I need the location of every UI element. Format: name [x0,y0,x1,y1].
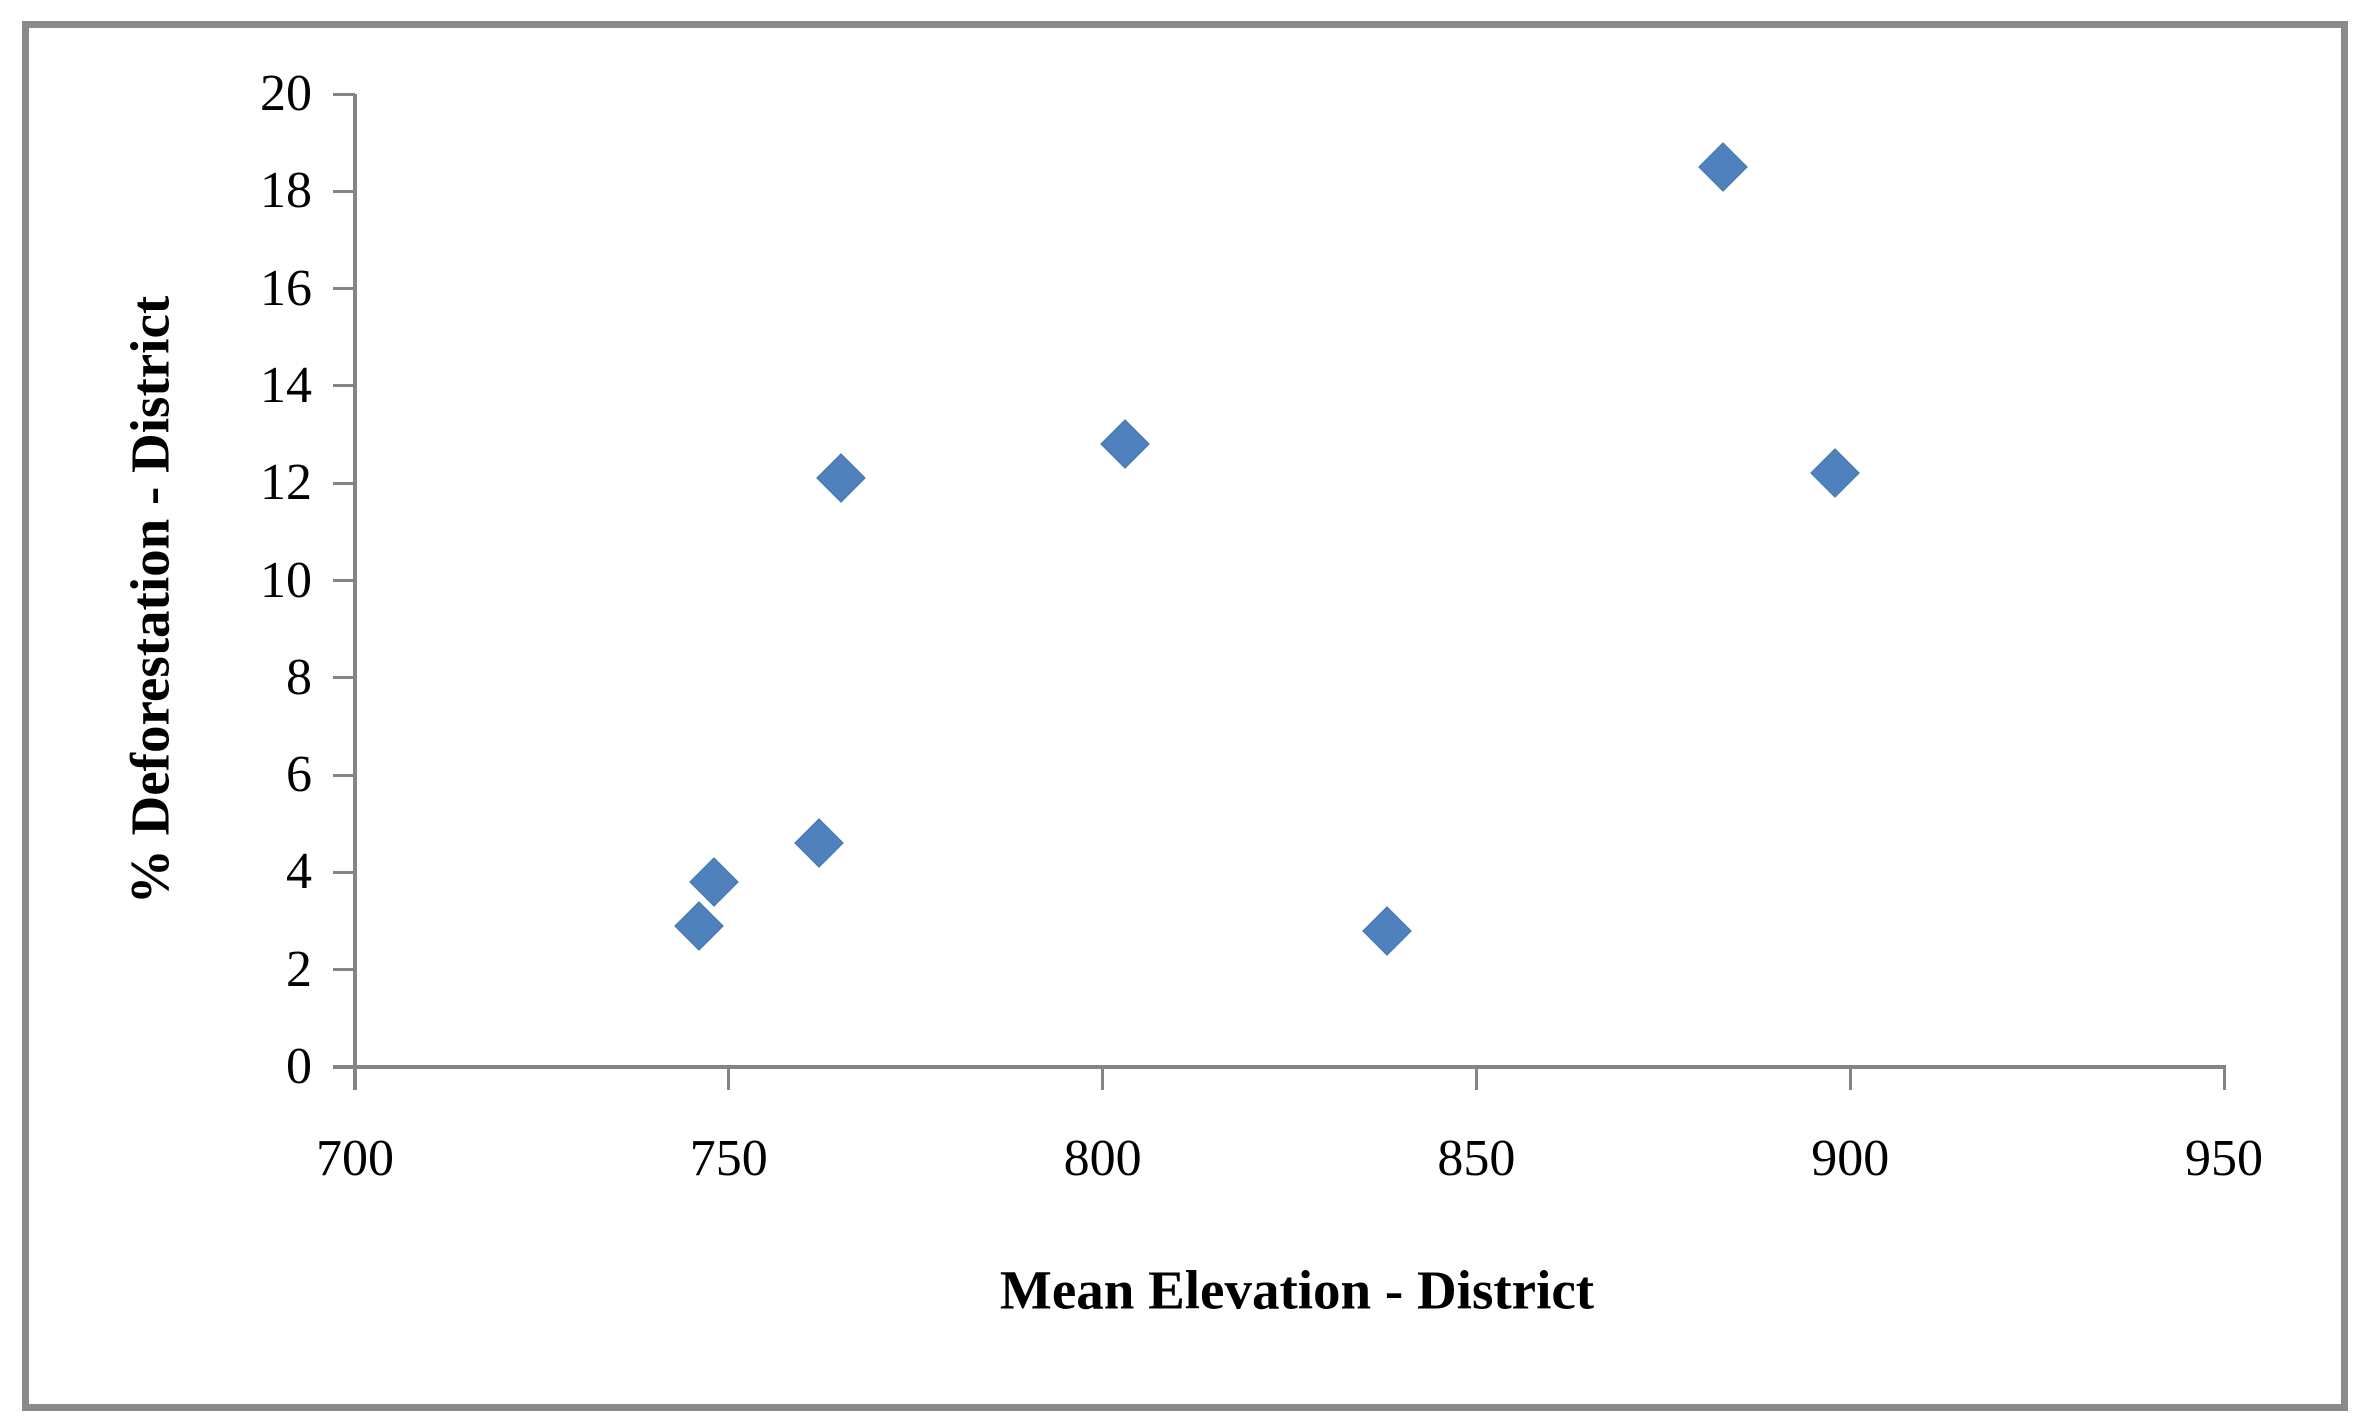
y-axis-tick [333,773,355,777]
y-axis-tick [333,92,355,96]
x-axis-tick-label: 700 [316,1130,394,1187]
y-axis-tick [333,481,355,485]
y-axis-tick-label: 16 [260,259,312,317]
y-axis-line [353,94,357,1090]
x-axis-tick [2222,1067,2226,1090]
y-axis-tick [333,1065,355,1069]
x-axis-tick [1474,1067,1478,1090]
y-axis-tick-label: 10 [260,551,312,609]
y-axis-tick [333,384,355,388]
x-axis-tick-label: 900 [1811,1130,1890,1187]
y-axis-tick-label: 12 [260,454,312,512]
y-axis-tick [333,870,355,874]
x-axis-tick [727,1067,731,1090]
x-axis-title: Mean Elevation - District [999,1259,1595,1321]
x-axis-tick-label: 950 [2185,1130,2263,1187]
y-axis-tick-label: 14 [260,356,312,414]
y-axis-tick-label: 6 [286,746,312,804]
x-axis-tick-label: 800 [1063,1130,1142,1187]
y-axis-title: % Deforestation - District [119,295,181,905]
y-axis-tick [333,968,355,972]
chart-border-frame [22,21,2348,1411]
x-axis-tick [1848,1067,1852,1090]
y-axis-tick-label: 20 [260,65,312,122]
y-axis-tick [333,287,355,291]
x-axis-tick [1101,1067,1105,1090]
y-axis-tick [333,579,355,582]
x-axis-tick [353,1067,357,1090]
y-axis-tick-label: 4 [286,843,312,901]
y-axis-tick-label: 8 [286,648,312,706]
y-axis-tick-label: 0 [286,1038,312,1095]
x-axis-tick-label: 750 [689,1130,768,1187]
y-axis-tick-label: 18 [260,162,312,220]
x-axis-line [333,1065,2226,1069]
y-axis-tick-label: 2 [286,940,312,998]
y-axis-tick [333,189,355,193]
x-axis-tick-label: 850 [1437,1130,1516,1187]
y-axis-tick [333,676,355,680]
